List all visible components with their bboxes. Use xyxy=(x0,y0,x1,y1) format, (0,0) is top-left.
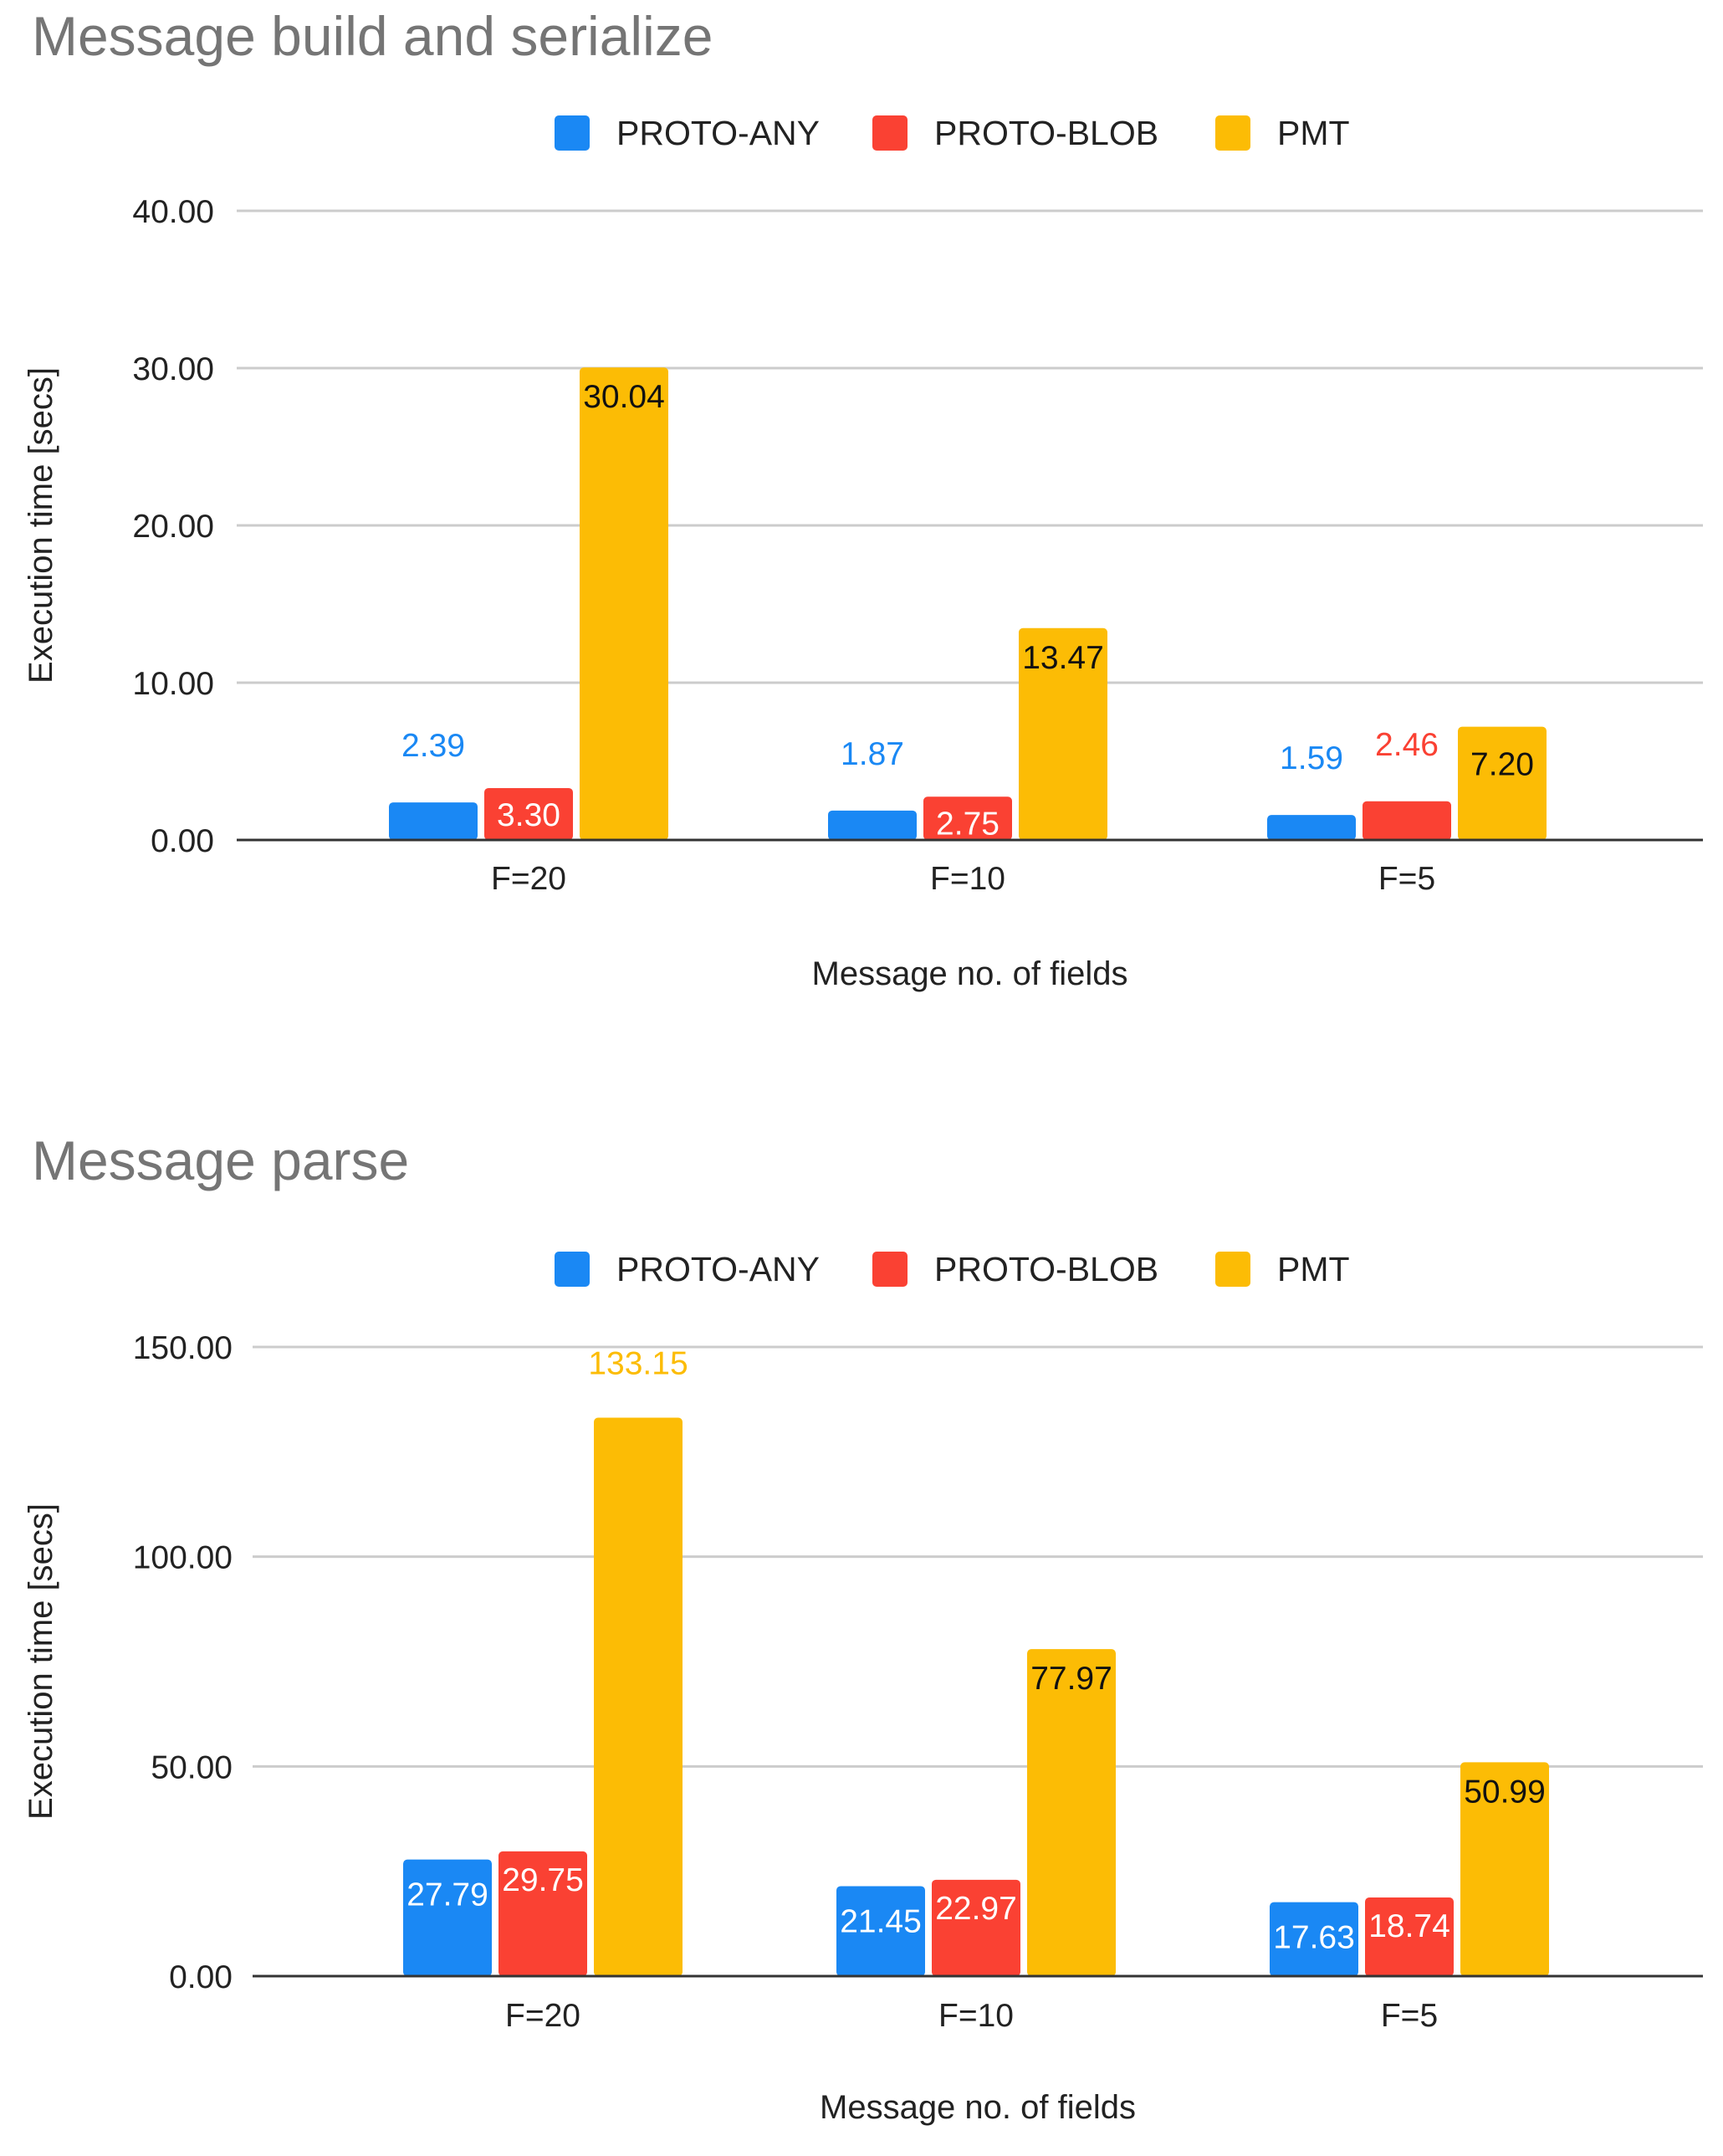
bar-proto-blob-1 xyxy=(932,1879,1020,1976)
bar-proto-any-0 xyxy=(389,802,478,840)
data-label-pmt-0: 30.04 xyxy=(583,379,665,415)
bar-pmt-0 xyxy=(580,367,668,840)
y-tick-label: 0.00 xyxy=(151,823,214,859)
y-tick-label: 10.00 xyxy=(132,666,214,702)
legend-swatch-2 xyxy=(1215,1252,1250,1287)
bar-proto-any-1 xyxy=(828,810,917,840)
bar-pmt-1 xyxy=(1019,627,1107,840)
legend-swatch-1 xyxy=(872,1252,908,1287)
legend-swatch-1 xyxy=(872,115,908,151)
bar-proto-any-0 xyxy=(403,1859,492,1976)
bar-proto-any-2 xyxy=(1267,815,1356,840)
data-label-proto-any-1: 21.45 xyxy=(840,1903,922,1939)
bar-pmt-2 xyxy=(1458,726,1547,840)
bar-proto-blob-0 xyxy=(484,787,573,840)
parse-chart: Message parse PROTO-ANY PROTO-BLOB PMT 0.00 5… xyxy=(0,1113,1723,2156)
data-label-pmt-2: 7.20 xyxy=(1470,747,1534,783)
legend-label-0: PROTO-ANY xyxy=(616,1250,820,1288)
bar-proto-blob-2 xyxy=(1363,801,1451,840)
data-label-pmt-0: 133.15 xyxy=(588,1345,688,1381)
data-label-pmt-1: 77.97 xyxy=(1030,1661,1112,1697)
legend-label-1: PROTO-BLOB xyxy=(934,114,1158,152)
data-label-proto-any-2: 17.63 xyxy=(1273,1920,1355,1956)
y-tick-label: 100.00 xyxy=(133,1540,233,1576)
legend-label-2: PMT xyxy=(1277,1250,1350,1288)
data-label-proto-any-2: 1.59 xyxy=(1280,740,1343,776)
y-tick-label: 40.00 xyxy=(132,194,214,230)
data-label-proto-blob-0: 3.30 xyxy=(497,797,560,833)
build-serialize-chart-svg: Message build and serialize PROTO-ANY PROT… xyxy=(23,5,1703,992)
bar-proto-any-1 xyxy=(836,1886,925,1976)
x-axis-title: Message no. of fields xyxy=(812,955,1128,992)
legend-label-1: PROTO-BLOB xyxy=(934,1250,1158,1288)
y-axis-title: Execution time [secs] xyxy=(23,1503,59,1820)
legend-swatch-2 xyxy=(1215,115,1250,151)
y-tick-label: 0.00 xyxy=(169,1959,233,1995)
x-axis-title: Message no. of fields xyxy=(820,2089,1136,2126)
bar-proto-any-2 xyxy=(1270,1902,1358,1976)
x-tick-label: F=20 xyxy=(491,861,566,897)
data-label-proto-blob-1: 2.75 xyxy=(936,806,1000,842)
y-tick-label: 30.00 xyxy=(132,351,214,387)
data-label-proto-blob-0: 29.75 xyxy=(502,1862,584,1898)
x-tick-label: F=20 xyxy=(505,1998,580,2034)
data-label-proto-blob-2: 2.46 xyxy=(1375,727,1439,763)
y-tick-label: 150.00 xyxy=(133,1330,233,1366)
x-tick-label: F=10 xyxy=(938,1998,1014,2034)
data-label-proto-any-1: 1.87 xyxy=(841,736,904,772)
data-label-proto-blob-1: 22.97 xyxy=(935,1891,1017,1927)
chart-title: Message build and serialize xyxy=(32,5,713,67)
data-label-proto-any-0: 2.39 xyxy=(401,728,465,764)
legend-swatch-0 xyxy=(555,1252,590,1287)
bar-proto-blob-1 xyxy=(923,796,1012,840)
x-tick-label: F=5 xyxy=(1378,861,1435,897)
bar-proto-blob-0 xyxy=(498,1851,587,1976)
bar-pmt-1 xyxy=(1027,1649,1116,1976)
build-serialize-chart: Message build and serialize PROTO-ANY PROT… xyxy=(0,0,1723,1054)
y-tick-label: 50.00 xyxy=(151,1749,233,1785)
bar-pmt-0 xyxy=(594,1417,683,1976)
data-label-pmt-1: 13.47 xyxy=(1022,640,1104,676)
x-tick-label: F=10 xyxy=(930,861,1005,897)
y-tick-label: 20.00 xyxy=(132,509,214,545)
legend-label-2: PMT xyxy=(1277,114,1350,152)
data-label-proto-any-0: 27.79 xyxy=(406,1877,488,1913)
legend-swatch-0 xyxy=(555,115,590,151)
data-label-proto-blob-2: 18.74 xyxy=(1368,1908,1450,1944)
parse-chart-svg: Message parse PROTO-ANY PROTO-BLOB PMT 0.00 5… xyxy=(23,1129,1703,2126)
chart-title: Message parse xyxy=(32,1129,409,1191)
y-axis-title: Execution time [secs] xyxy=(23,367,59,684)
data-label-pmt-2: 50.99 xyxy=(1464,1774,1546,1810)
legend-label-0: PROTO-ANY xyxy=(616,114,820,152)
bar-pmt-2 xyxy=(1460,1762,1549,1976)
bar-proto-blob-2 xyxy=(1365,1897,1454,1976)
x-tick-label: F=5 xyxy=(1381,1998,1438,2034)
